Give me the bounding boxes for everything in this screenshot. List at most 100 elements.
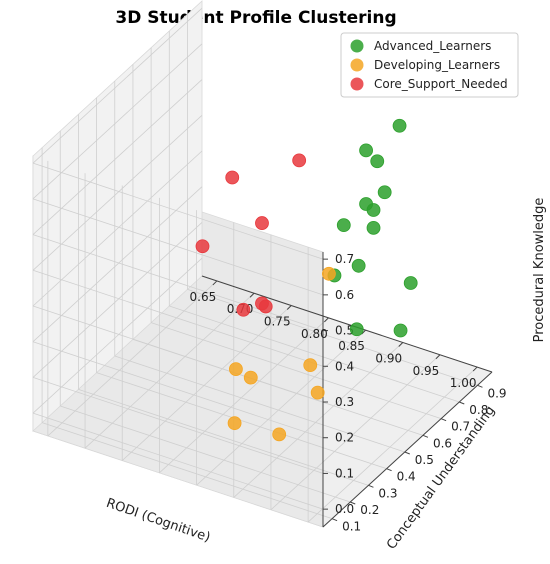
legend-marker [350, 39, 364, 53]
x-tick-mark [212, 280, 218, 286]
z-tick-label: 0.0 [335, 502, 354, 516]
data-point-advanced-learners [351, 258, 366, 273]
y-tick-label: 0.8 [469, 403, 488, 417]
y-tick-mark [459, 401, 465, 405]
data-point-core-support-needed [258, 299, 273, 314]
z-gridline-side [32, 114, 203, 271]
legend-label: Advanced_Learners [374, 39, 491, 53]
x-gridline-floor [84, 292, 255, 449]
z-gridline-back [32, 305, 324, 403]
x-gridline-floor [47, 280, 218, 437]
y-tick-label: 0.2 [360, 503, 379, 517]
data-point-advanced-learners [366, 220, 381, 235]
y-tick-label: 0.6 [433, 436, 452, 450]
legend-label: Developing_Learners [374, 58, 500, 72]
data-point-core-support-needed [255, 216, 269, 230]
y-gridline-floor [169, 305, 460, 403]
z-gridline-side [32, 7, 203, 164]
data-point-advanced-learners [393, 323, 408, 338]
data-points [195, 118, 418, 442]
z-tick-label: 0.6 [335, 288, 354, 302]
y-tick-mark [422, 434, 429, 438]
y-tick-mark [477, 384, 483, 388]
data-point-advanced-learners [336, 218, 351, 233]
data-point-core-support-needed [292, 153, 307, 168]
z-gridline-back [32, 412, 324, 510]
y-tick-label: 0.1 [342, 520, 361, 534]
x-tick-label: 0.90 [375, 351, 402, 365]
z-gridline-side [32, 222, 203, 378]
z-gridline-back [32, 198, 324, 296]
y-gridline-floor [114, 355, 405, 453]
z-tick-label: 0.1 [335, 466, 354, 480]
y-tick-mark [331, 518, 338, 522]
x-gridline-floor [159, 317, 329, 474]
data-point-advanced-learners [349, 322, 364, 337]
y-tick-mark [440, 418, 447, 422]
x-tick-label: 0.80 [301, 327, 328, 341]
z-tick-label: 0.2 [335, 431, 354, 445]
x-gridline-floor [307, 366, 478, 523]
y-gridline-floor [78, 388, 369, 486]
y-tick-mark [386, 468, 392, 472]
grid-lines [32, 7, 478, 523]
z-tick-label: 0.7 [335, 252, 354, 266]
data-point-advanced-learners [366, 203, 381, 217]
z-axis-label: Procedural Knowledge [532, 198, 547, 343]
y-gridline-floor [96, 372, 387, 470]
legend-marker [350, 77, 364, 91]
tick-labels: 0.650.700.750.800.850.900.951.000.10.20.… [190, 252, 507, 534]
data-point-developing-learners [243, 370, 258, 385]
x-tick-label: 0.75 [264, 315, 291, 329]
x-axis-line [201, 275, 493, 373]
x-axis-label: RODI (Cognitive) [104, 496, 212, 546]
z-tick-label: 0.4 [335, 359, 354, 373]
x-tick-mark [324, 317, 329, 323]
y-tick-mark [404, 451, 410, 455]
z-gridline-side [32, 43, 203, 200]
data-point-advanced-learners [370, 154, 385, 169]
z-gridline-side [32, 186, 203, 343]
data-point-developing-learners [272, 427, 287, 442]
x-tick-label: 0.95 [413, 364, 440, 378]
x-tick-mark [398, 342, 404, 347]
x-tick-label: 0.85 [338, 339, 365, 353]
data-point-advanced-learners [359, 143, 373, 158]
legend-label: Core_Support_Needed [374, 77, 508, 91]
x-tick-mark [472, 366, 478, 372]
y-tick-label: 0.4 [397, 470, 416, 484]
data-point-developing-learners [310, 385, 325, 400]
x-tick-mark [361, 329, 366, 335]
z-gridline-back [32, 341, 324, 439]
legend: Advanced_Learners Developing_Learners Core… [340, 32, 519, 98]
data-point-core-support-needed [225, 170, 240, 185]
z-gridline-side [32, 150, 203, 307]
data-point-developing-learners [303, 358, 318, 373]
y-tick-mark [350, 501, 356, 505]
z-tick-label: 0.5 [335, 324, 354, 338]
y-tick-label: 0.3 [378, 486, 397, 500]
y-tick-mark [368, 484, 374, 488]
y-gridline-floor [150, 322, 442, 420]
z-tick-label: 0.3 [335, 395, 354, 409]
z-gridline-back [32, 234, 324, 331]
z-gridline-back [32, 269, 324, 367]
chart-title: 3D Student Profile Clustering [115, 8, 396, 28]
x-tick-label: 0.65 [190, 290, 217, 304]
y-gridline-floor [41, 422, 333, 520]
z-gridline-side [32, 79, 203, 235]
data-point-advanced-learners [403, 276, 418, 290]
z-gridline-back [32, 377, 324, 474]
x-tick-mark [435, 354, 441, 360]
legend-marker [350, 58, 364, 72]
y-tick-label: 0.7 [451, 420, 470, 434]
x-tick-mark [249, 292, 255, 298]
x-gridline-floor [121, 305, 292, 461]
x-gridline-floor [196, 329, 366, 486]
data-point-developing-learners [228, 362, 243, 377]
axis-panes [32, 0, 493, 528]
x-gridline-floor [270, 354, 441, 511]
data-point-advanced-learners [377, 185, 392, 200]
y-axis-line [322, 371, 493, 528]
